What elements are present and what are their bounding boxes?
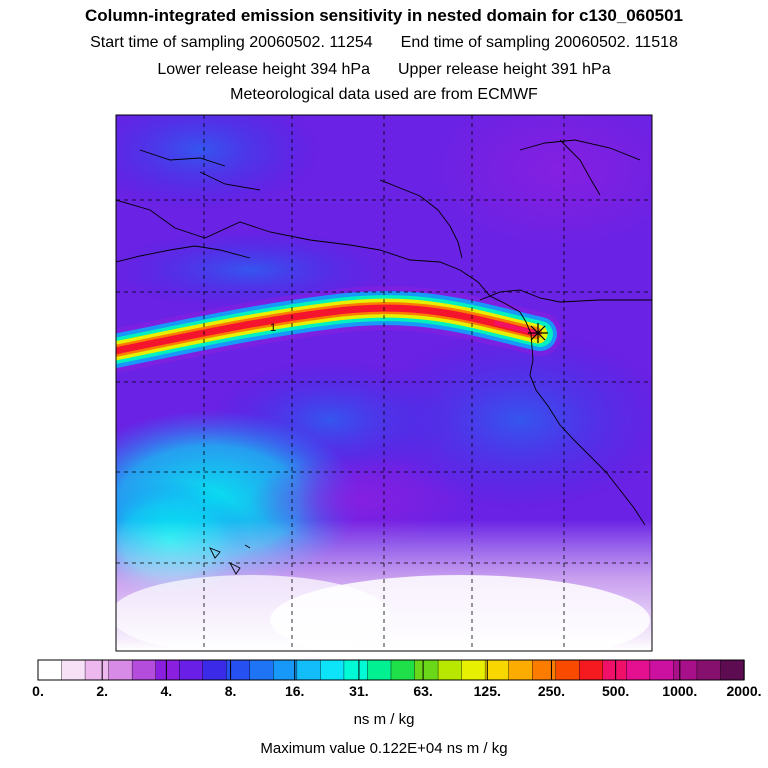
- colorbar-segment: [508, 659, 533, 681]
- colorbar-segment: [673, 659, 698, 681]
- colorbar-tick-label: 125.: [473, 683, 501, 699]
- colorbar-tick-label: 2.: [96, 683, 109, 699]
- colorbar-segment: [178, 659, 204, 681]
- upper-release-label: Upper release height 391 hPa: [398, 61, 611, 78]
- colorbar-segment: [484, 659, 510, 681]
- plume-label: 1: [270, 322, 276, 334]
- colorbar-tick-label: 16.: [284, 683, 305, 699]
- colorbar-segment: [108, 659, 133, 681]
- colorbar-segment: [273, 659, 298, 681]
- graticule: [116, 115, 652, 651]
- colorbar-tick-label: 0.: [32, 683, 44, 699]
- colorbar-segment: [131, 659, 157, 681]
- release-heights: Lower release height 394 hPa Upper releas…: [0, 61, 768, 79]
- colorbar-tick-label: 8.: [224, 683, 237, 699]
- colorbar-segment: [720, 659, 745, 681]
- max-value-label: Maximum value 0.122E+04 ns m / kg: [260, 740, 508, 757]
- colorbar-tick-label: 31.: [349, 683, 369, 699]
- colorbar-segment: [437, 659, 463, 681]
- colorbar-segment: [696, 659, 722, 681]
- start-time-label: Start time of sampling 20060502. 11254: [90, 34, 373, 51]
- colorbar-segment: [532, 659, 557, 681]
- receptor-star-icon: [528, 323, 548, 343]
- colorbar-frame: [37, 659, 745, 681]
- colorbar-segment: [555, 659, 580, 681]
- colorbar-tick-label: 1000.: [662, 683, 698, 699]
- colorbar-segment: [296, 659, 322, 681]
- colorbar-segment: [649, 659, 675, 681]
- colorbar-segment: [226, 659, 251, 681]
- colorbar-segment: [343, 659, 369, 681]
- colorbar-tick-label: 500.: [602, 683, 630, 699]
- colorbar-segment: [155, 659, 180, 681]
- colorbar-segment: [202, 659, 227, 681]
- colorbar-segment: [414, 659, 439, 681]
- colorbar-segment: [249, 659, 275, 681]
- colorbar-segment: [602, 659, 628, 681]
- colorbar-segment: [367, 659, 392, 681]
- colorbar-tick-label: 2000.: [726, 683, 762, 699]
- colorbar-tick-label: 63.: [413, 683, 433, 699]
- colorbar-segment: [84, 659, 110, 681]
- sampling-times: Start time of sampling 20060502. 11254 En…: [0, 34, 768, 52]
- end-time-label: End time of sampling 20060502. 11518: [400, 34, 678, 51]
- met-data-label: Meteorological data used are from ECMWF: [230, 86, 538, 103]
- colorbar-segment: [320, 659, 345, 681]
- colorbar-segment: [626, 659, 651, 681]
- colorbar-segment: [390, 659, 416, 681]
- map-frame: [115, 114, 653, 652]
- colorbar-segment: [37, 659, 63, 681]
- colorbar-tick-label: 4.: [160, 683, 173, 699]
- colorbar: [37, 659, 745, 681]
- colorbar-units: ns m / kg: [353, 711, 415, 728]
- lower-release-label: Lower release height 394 hPa: [157, 61, 370, 78]
- plot-title: Column-integrated emission sensitivity i…: [84, 6, 684, 25]
- colorbar-segment: [461, 659, 486, 681]
- colorbar-tick-label: 250.: [537, 683, 566, 699]
- colorbar-segment: [579, 659, 604, 681]
- colorbar-segment: [61, 659, 86, 681]
- sensitivity-field: [116, 115, 652, 651]
